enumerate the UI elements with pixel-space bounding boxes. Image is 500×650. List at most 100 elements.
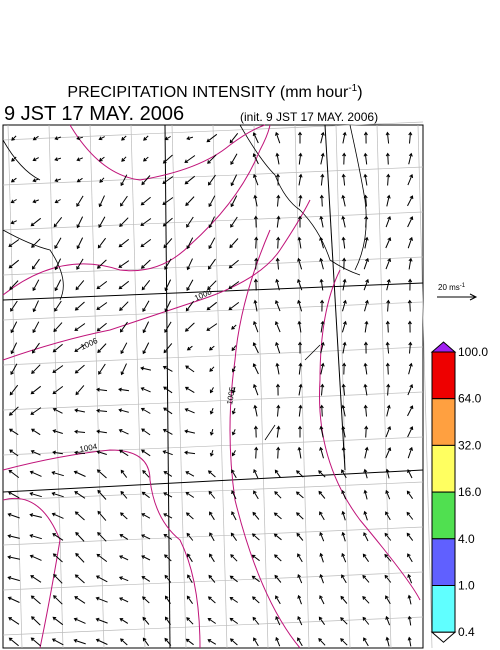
wind-arrow bbox=[229, 238, 239, 249]
wind-arrow bbox=[208, 237, 216, 250]
colorbar: 100.0 64.0 32.0 16.0 4.0 1.0 0.4 bbox=[430, 341, 488, 643]
colorbar-label: 1.0 bbox=[458, 579, 475, 593]
wind-arrow bbox=[298, 173, 303, 186]
wind-arrow bbox=[209, 366, 215, 372]
wind-arrow bbox=[141, 491, 150, 499]
wind-arrow bbox=[297, 236, 302, 249]
wind-arrow bbox=[320, 320, 325, 333]
wind-arrow bbox=[119, 555, 129, 561]
wind-arrow bbox=[32, 279, 40, 292]
wind-arrow bbox=[163, 471, 173, 477]
wind-arrow bbox=[140, 239, 152, 248]
wind-arrow bbox=[8, 259, 20, 269]
wind-arrow bbox=[275, 383, 281, 396]
grid-line bbox=[89, 124, 105, 649]
map-grid bbox=[2, 121, 433, 649]
wind-arrow bbox=[407, 553, 413, 563]
wind-arrow bbox=[385, 615, 391, 626]
wind-arrow bbox=[184, 450, 196, 455]
wind-arrow bbox=[32, 178, 39, 183]
wind-arrow bbox=[118, 408, 129, 413]
wind-arrow bbox=[95, 638, 108, 645]
map: 1008 1006 1004 1005 bbox=[2, 121, 433, 649]
wind-arrow bbox=[164, 258, 172, 270]
wind-arrow bbox=[341, 194, 346, 207]
isobar bbox=[2, 497, 61, 649]
wind-arrow bbox=[253, 215, 258, 228]
wind-arrow bbox=[120, 469, 128, 478]
wind-arrow bbox=[10, 342, 18, 355]
wind-arrow bbox=[96, 322, 107, 332]
wind-arrow bbox=[341, 469, 347, 479]
wind-arrow bbox=[320, 362, 325, 375]
wind-arrow bbox=[163, 533, 173, 540]
grid-line bbox=[2, 526, 424, 546]
wind-arrow bbox=[319, 511, 325, 521]
wind-arrow bbox=[120, 174, 128, 187]
wind-arrow bbox=[76, 195, 84, 207]
wind-arrow bbox=[297, 553, 303, 563]
wind-arrow bbox=[76, 216, 84, 229]
wind-arrow bbox=[342, 362, 347, 375]
wind-arrow bbox=[275, 152, 280, 165]
wind-arrow bbox=[407, 594, 412, 605]
wind-arrow bbox=[10, 199, 17, 204]
wind-arrow bbox=[407, 384, 414, 396]
wind-arrow bbox=[297, 574, 303, 584]
wind-arrow bbox=[184, 175, 196, 185]
wind-arrow bbox=[30, 407, 42, 415]
wind-arrow bbox=[29, 470, 42, 477]
wind-arrow bbox=[121, 135, 127, 141]
wind-arrow bbox=[140, 387, 151, 393]
wind-arrow bbox=[230, 153, 238, 166]
wind-arrow bbox=[7, 534, 20, 539]
wind-arrow bbox=[142, 300, 150, 313]
coastlines bbox=[2, 124, 367, 441]
wind-arrow bbox=[164, 637, 172, 646]
wind-arrow bbox=[230, 532, 238, 541]
wind-arrow bbox=[341, 574, 347, 584]
wind-arrow bbox=[10, 363, 18, 376]
wind-arrow bbox=[229, 132, 239, 144]
wind-arrow bbox=[163, 513, 173, 519]
wind-arrow bbox=[51, 512, 64, 519]
wind-arrow bbox=[162, 365, 173, 372]
wind-arrow bbox=[363, 404, 368, 417]
grid-line bbox=[253, 124, 269, 649]
wind-arrow bbox=[386, 404, 391, 417]
wind-arrow bbox=[297, 616, 303, 626]
wind-arrow bbox=[208, 216, 215, 229]
wind-arrow bbox=[342, 257, 347, 270]
wind-arrow bbox=[209, 387, 214, 394]
wind-arrow bbox=[228, 302, 240, 311]
wind-arrow bbox=[76, 177, 83, 183]
wind-arrow bbox=[407, 320, 412, 333]
wind-arrow bbox=[186, 532, 194, 541]
wind-arrow bbox=[253, 469, 259, 479]
wind-arrow bbox=[407, 405, 414, 417]
wind-arrow bbox=[142, 637, 150, 646]
wind-arrow bbox=[231, 469, 237, 479]
wind-arrow bbox=[29, 492, 42, 498]
wind-arrow bbox=[408, 341, 413, 354]
wind-arrow bbox=[209, 449, 214, 457]
grid-line bbox=[335, 124, 351, 649]
wind-arrow bbox=[164, 136, 171, 141]
isobar bbox=[69, 124, 266, 181]
wind-arrow bbox=[253, 320, 259, 333]
wind-arrow bbox=[385, 258, 392, 270]
wind-arrow bbox=[76, 136, 84, 141]
wind-arrow bbox=[52, 408, 63, 414]
grid-line bbox=[212, 124, 228, 649]
wind-arrow bbox=[364, 236, 369, 249]
wind-arrow bbox=[120, 342, 128, 355]
wind-arrow bbox=[186, 136, 194, 141]
wind-arrow bbox=[408, 152, 413, 165]
wind-arrow bbox=[76, 237, 84, 250]
grid-line bbox=[417, 124, 433, 649]
wind-arrow bbox=[7, 512, 20, 519]
wind-arrow bbox=[164, 300, 172, 313]
wind-arrow bbox=[341, 446, 346, 459]
wind-arrow bbox=[253, 173, 259, 186]
wind-arrow bbox=[296, 470, 304, 478]
